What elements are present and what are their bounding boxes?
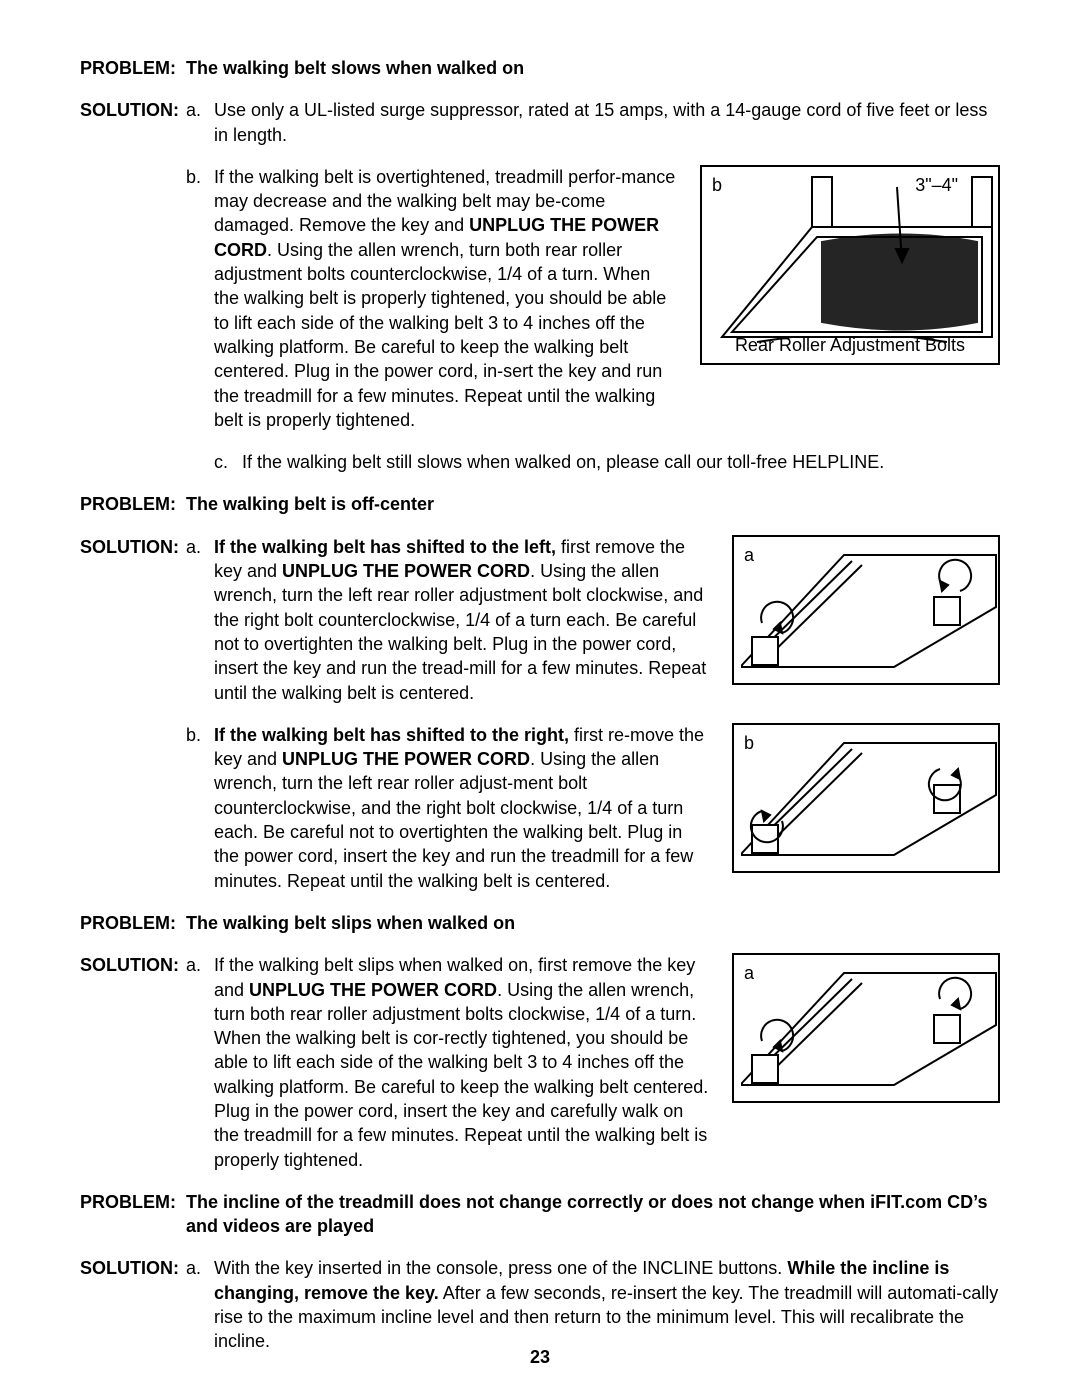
figure-1b-measure: 3"–4": [915, 173, 958, 197]
problem-1-text: The walking belt slows when walked on: [186, 56, 524, 80]
solution-4a-body: With the key inserted in the console, pr…: [214, 1256, 1000, 1353]
solution-label: SOLUTION:: [80, 98, 186, 122]
problem-label: PROBLEM:: [80, 492, 176, 516]
problem-4-text: The incline of the treadmill does not ch…: [186, 1190, 1000, 1239]
figure-1b-tag: b: [712, 173, 722, 197]
page-number: 23: [0, 1345, 1080, 1369]
solution-3a-body: If the walking belt slips when walked on…: [214, 953, 710, 1172]
solution-2a-row: SOLUTION: a. If the walking belt has shi…: [80, 535, 1000, 705]
problem-1: PROBLEM: The walking belt slows when wal…: [80, 56, 1000, 80]
solution-3a-text: If the walking belt slips when walked on…: [214, 953, 710, 1172]
figure-1b: b 3"–4" Rear Roller Adjustment Bolts: [700, 165, 1000, 365]
item-letter: c.: [214, 450, 242, 474]
problem-4: PROBLEM: The incline of the treadmill do…: [80, 1190, 1000, 1239]
solution-1a-body: Use only a UL-listed surge suppressor, r…: [214, 98, 1000, 147]
solution-1b-body: If the walking belt is overtightened, tr…: [214, 165, 678, 432]
solution-1a: SOLUTION: a. Use only a UL-listed surge …: [80, 98, 1000, 147]
solution-3a-row: SOLUTION: a. If the walking belt slips w…: [80, 953, 1000, 1172]
roller-adjust-right-icon: [734, 725, 1002, 875]
item-letter: b.: [186, 723, 214, 893]
solution-1a-text: Use only a UL-listed surge suppressor, r…: [214, 98, 1000, 147]
figure-1b-caption: Rear Roller Adjustment Bolts: [702, 333, 998, 357]
solution-4a: SOLUTION: a. With the key inserted in th…: [80, 1256, 1000, 1353]
solution-label: SOLUTION:: [80, 1256, 186, 1280]
problem-2-text: The walking belt is off-center: [186, 492, 434, 516]
solution-2b-row: b. If the walking belt has shifted to th…: [80, 723, 1000, 893]
solution-label-blank: [80, 165, 186, 432]
item-letter: a.: [186, 1256, 214, 1280]
figure-2a: a: [732, 535, 1000, 685]
figure-3a-tag: a: [744, 961, 754, 985]
figure-2b: b: [732, 723, 1000, 873]
figure-2a-tag: a: [744, 543, 754, 567]
problem-2: PROBLEM: The walking belt is off-center: [80, 492, 1000, 516]
solution-4a-text: With the key inserted in the console, pr…: [214, 1256, 1000, 1353]
solution-label: SOLUTION:: [80, 953, 186, 1172]
figure-2b-tag: b: [744, 731, 754, 755]
roller-tighten-icon: [734, 955, 1002, 1105]
solution-label: SOLUTION:: [80, 535, 186, 705]
problem-3-text: The walking belt slips when walked on: [186, 911, 515, 935]
problem-label: PROBLEM:: [80, 1190, 176, 1214]
problem-3: PROBLEM: The walking belt slips when wal…: [80, 911, 1000, 935]
problem-label: PROBLEM:: [80, 56, 176, 80]
solution-2a-text: If the walking belt has shifted to the l…: [214, 535, 710, 705]
problem-label: PROBLEM:: [80, 911, 176, 935]
page: PROBLEM: The walking belt slows when wal…: [0, 0, 1080, 1354]
solution-1c-text: If the walking belt still slows when wal…: [242, 450, 1000, 474]
solution-label-blank: [80, 723, 186, 893]
item-letter: a.: [186, 98, 214, 122]
solution-2a-body: If the walking belt has shifted to the l…: [214, 535, 710, 705]
solution-1c: c. If the walking belt still slows when …: [214, 450, 1000, 474]
solution-1b-text: If the walking belt is overtightened, tr…: [214, 165, 678, 432]
roller-adjust-left-icon: [734, 537, 1002, 687]
item-letter: a.: [186, 535, 214, 705]
solution-2b-text: If the walking belt has shifted to the r…: [214, 723, 710, 893]
solution-2b-body: If the walking belt has shifted to the r…: [214, 723, 710, 893]
item-letter: b.: [186, 165, 214, 432]
item-letter: a.: [186, 953, 214, 1172]
solution-1b-row: b. If the walking belt is overtightened,…: [80, 165, 1000, 432]
figure-3a: a: [732, 953, 1000, 1103]
